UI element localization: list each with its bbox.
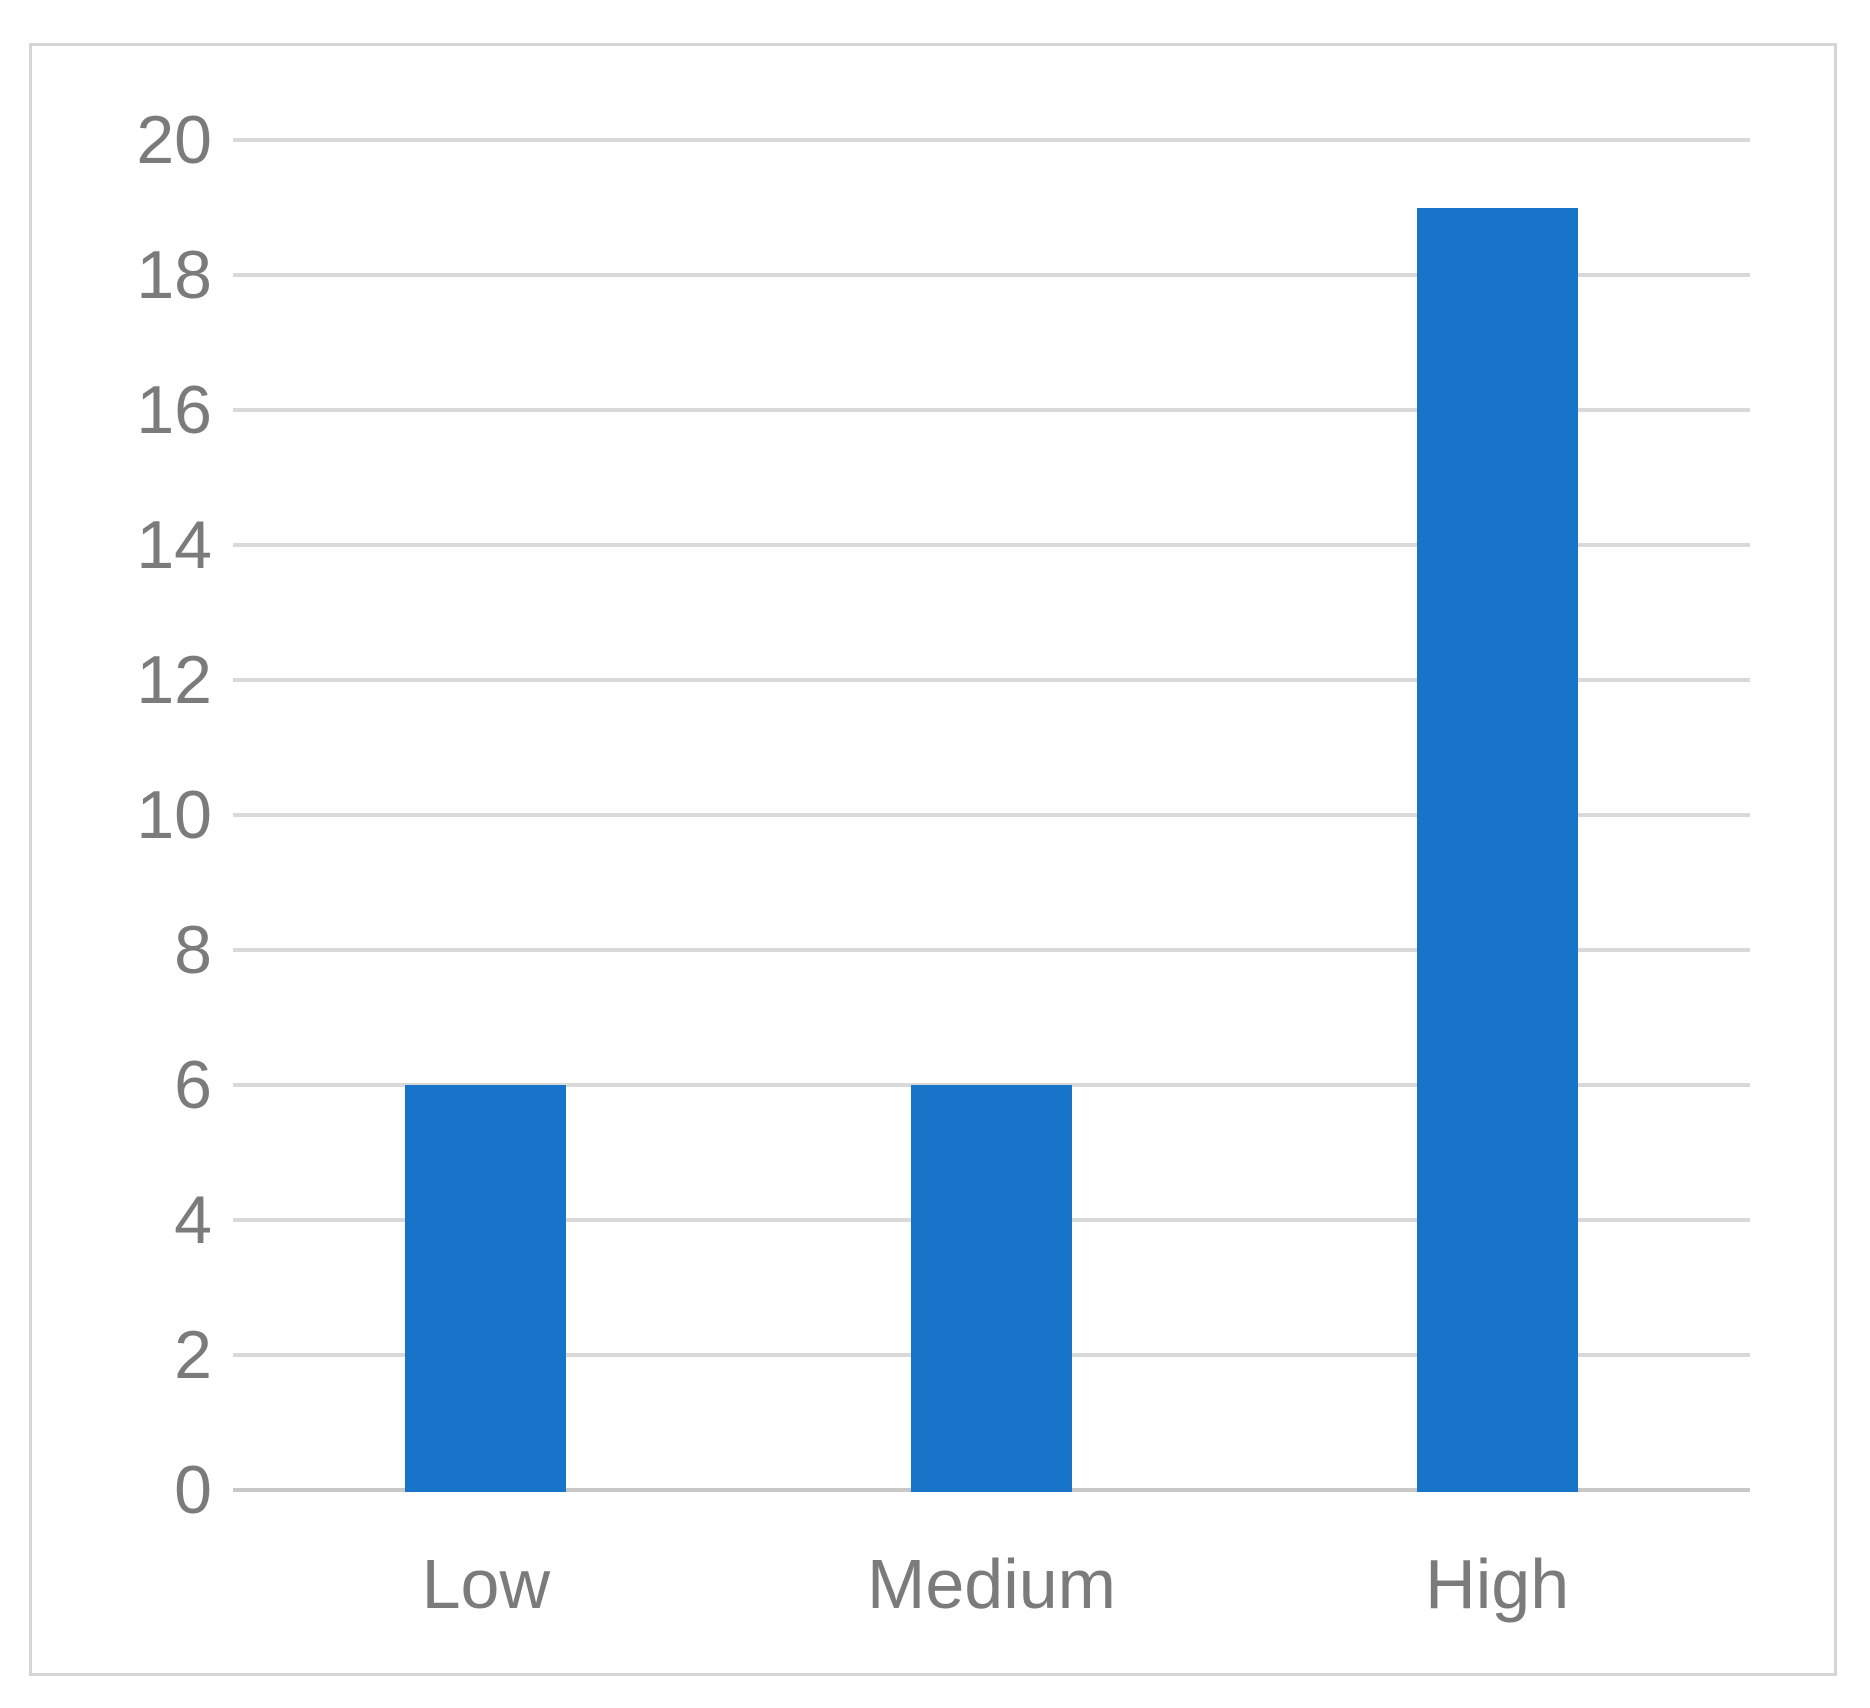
y-tick-label-14: 14 <box>136 507 212 583</box>
y-tick-label-2: 2 <box>174 1317 212 1393</box>
gridline-y-16 <box>233 408 1750 412</box>
y-tick-label-18: 18 <box>136 237 212 313</box>
y-tick-label-8: 8 <box>174 912 212 988</box>
y-tick-label-10: 10 <box>136 777 212 853</box>
y-tick-label-4: 4 <box>174 1182 212 1258</box>
y-tick-label-0: 0 <box>174 1452 212 1528</box>
gridline-y-20 <box>233 138 1750 142</box>
x-category-label-low: Low <box>421 1545 551 1623</box>
gridline-y-12 <box>233 678 1750 682</box>
gridline-y-10 <box>233 813 1750 817</box>
gridline-y-18 <box>233 273 1750 277</box>
y-tick-label-12: 12 <box>136 642 212 718</box>
bar-chart: 0 2 4 6 8 10 12 14 16 18 20 Low Medium High <box>29 43 1837 1676</box>
bar-medium <box>911 1085 1072 1492</box>
y-tick-label-16: 16 <box>136 372 212 448</box>
gridline-y-8 <box>233 948 1750 952</box>
x-category-label-medium: Medium <box>867 1545 1116 1623</box>
bar-low <box>405 1085 567 1492</box>
y-tick-label-20: 20 <box>136 102 212 178</box>
bar-high <box>1416 207 1578 1492</box>
gridline-y-14 <box>233 543 1750 547</box>
y-tick-label-6: 6 <box>174 1047 212 1123</box>
x-category-label-high: High <box>1425 1545 1570 1623</box>
